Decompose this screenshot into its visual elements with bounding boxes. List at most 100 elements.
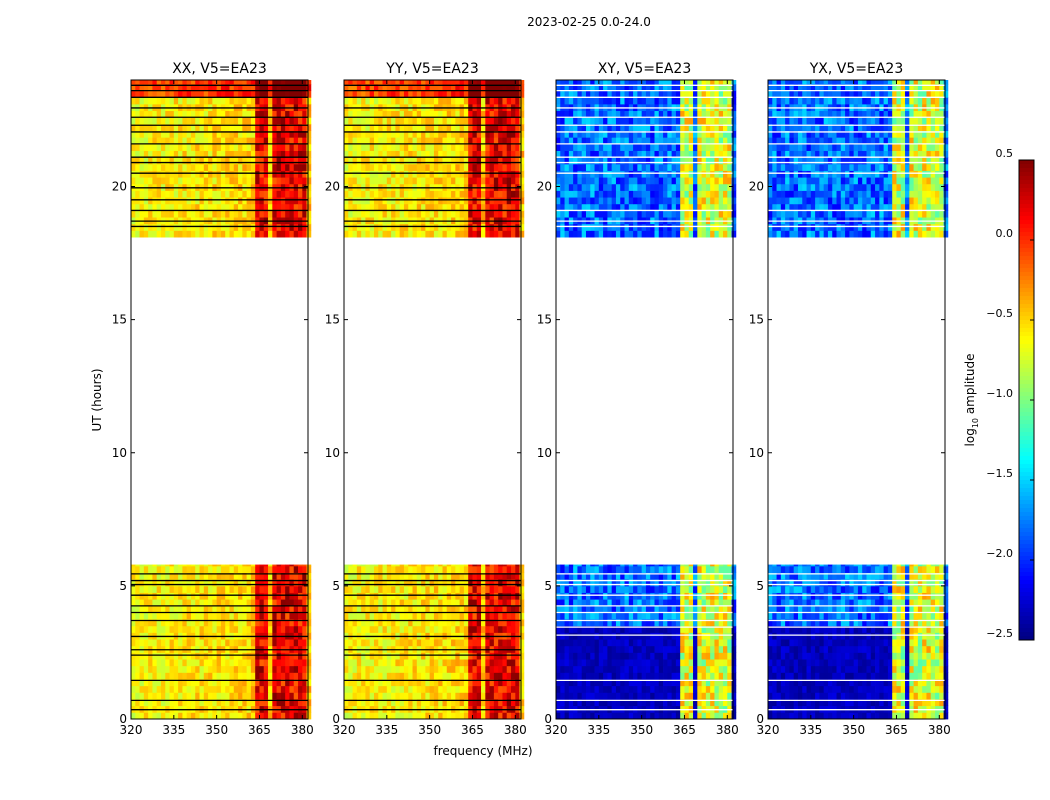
heatmap-cell: [246, 137, 252, 145]
heatmap-cell: [378, 170, 383, 178]
heatmap-cell: [446, 712, 452, 720]
heatmap-cell: [190, 150, 196, 158]
heatmap-cell: [361, 190, 366, 198]
heatmap-cell: [242, 110, 248, 118]
heatmap-cell: [148, 157, 153, 165]
heatmap-cell: [663, 672, 668, 680]
heatmap-cell: [233, 203, 239, 211]
heatmap-cell: [378, 80, 383, 85]
heatmap-cell: [263, 197, 269, 205]
heatmap-cell: [285, 712, 290, 720]
heatmap-cell: [628, 632, 634, 640]
heatmap-cell: [675, 592, 681, 600]
heatmap-cell: [233, 190, 239, 198]
heatmap-cell: [131, 223, 136, 231]
heatmap-cell: [306, 170, 312, 178]
heatmap-cell: [344, 150, 349, 158]
heatmap-cell: [515, 190, 520, 198]
heatmap-cell: [498, 110, 503, 118]
heatmap-cell: [511, 565, 516, 573]
heatmap-cell: [203, 97, 209, 105]
heatmap-cell: [356, 80, 362, 85]
heatmap-cell: [577, 612, 583, 620]
heatmap-cell: [511, 672, 516, 680]
heatmap-cell: [395, 625, 401, 633]
heatmap-cell: [705, 585, 711, 593]
heatmap-cell: [306, 137, 312, 145]
heatmap-cell: [173, 223, 179, 231]
heatmap-cell: [468, 565, 473, 573]
heatmap-cell: [190, 659, 196, 667]
heatmap-cell: [348, 612, 353, 620]
heatmap-cell: [429, 652, 435, 660]
heatmap-cell: [573, 672, 578, 680]
heatmap-cell: [216, 143, 222, 151]
heatmap-cell: [485, 672, 490, 680]
heatmap-cell: [203, 157, 209, 165]
heatmap-cell: [391, 137, 396, 145]
heatmap-cell: [429, 712, 435, 720]
heatmap-cell: [344, 230, 349, 238]
heatmap-cell: [455, 605, 461, 613]
heatmap-cell: [705, 612, 711, 620]
heatmap-cell: [165, 157, 170, 165]
heatmap-cell: [710, 685, 715, 693]
heatmap-cell: [502, 699, 508, 707]
heatmap-cell: [182, 612, 188, 620]
heatmap-cell: [131, 83, 136, 92]
heatmap-cell: [160, 679, 166, 687]
heatmap-cell: [229, 564, 235, 567]
heatmap-cell: [369, 592, 375, 600]
heatmap-cell: [302, 565, 307, 573]
heatmap-cell: [143, 572, 149, 580]
heatmap-cell: [156, 197, 162, 205]
heatmap-cell: [131, 177, 136, 185]
heatmap-cell: [203, 639, 209, 647]
heatmap-cell: [481, 230, 486, 238]
heatmap-cell: [212, 665, 218, 673]
heatmap-cell: [250, 157, 256, 165]
heatmap-cell: [598, 599, 604, 607]
heatmap-cell: [573, 665, 578, 673]
heatmap-cell: [152, 565, 158, 573]
heatmap-cell: [515, 665, 520, 673]
heatmap-cell: [373, 197, 379, 205]
heatmap-cell: [425, 143, 431, 151]
heatmap-cell: [438, 83, 443, 92]
heatmap-cell: [718, 712, 724, 720]
heatmap-cell: [160, 197, 166, 205]
heatmap-cell: [598, 685, 604, 693]
heatmap-cell: [356, 143, 362, 151]
heatmap-cell: [365, 157, 371, 165]
heatmap-cell: [242, 210, 248, 218]
heatmap-cell: [425, 110, 431, 118]
heatmap-cell: [173, 130, 179, 138]
heatmap-cell: [212, 177, 218, 185]
heatmap-cell: [506, 599, 512, 607]
heatmap-cell: [293, 170, 299, 178]
heatmap-cell: [143, 163, 149, 171]
heatmap-cell: [506, 230, 512, 238]
heatmap-cell: [250, 197, 256, 205]
heatmap-cell: [568, 612, 574, 620]
heatmap-cell: [485, 625, 490, 633]
heatmap-cell: [276, 110, 282, 118]
heatmap-cell: [511, 692, 516, 700]
heatmap-cell: [620, 712, 625, 720]
heatmap-cell: [416, 137, 422, 145]
heatmap-cell: [143, 117, 149, 125]
heatmap-cell: [472, 659, 478, 667]
heatmap-cell: [438, 685, 443, 693]
heatmap-cell: [451, 80, 456, 85]
heatmap-cell: [485, 150, 490, 158]
heatmap-cell: [568, 652, 574, 660]
heatmap-cell: [259, 97, 265, 105]
heatmap-cell: [620, 599, 625, 607]
heatmap-cell: [515, 170, 520, 178]
heatmap-cell: [382, 117, 388, 125]
heatmap-cell: [276, 679, 282, 687]
heatmap-cell: [263, 639, 269, 647]
heatmap-cell: [238, 639, 243, 647]
heatmap-cell: [348, 672, 353, 680]
